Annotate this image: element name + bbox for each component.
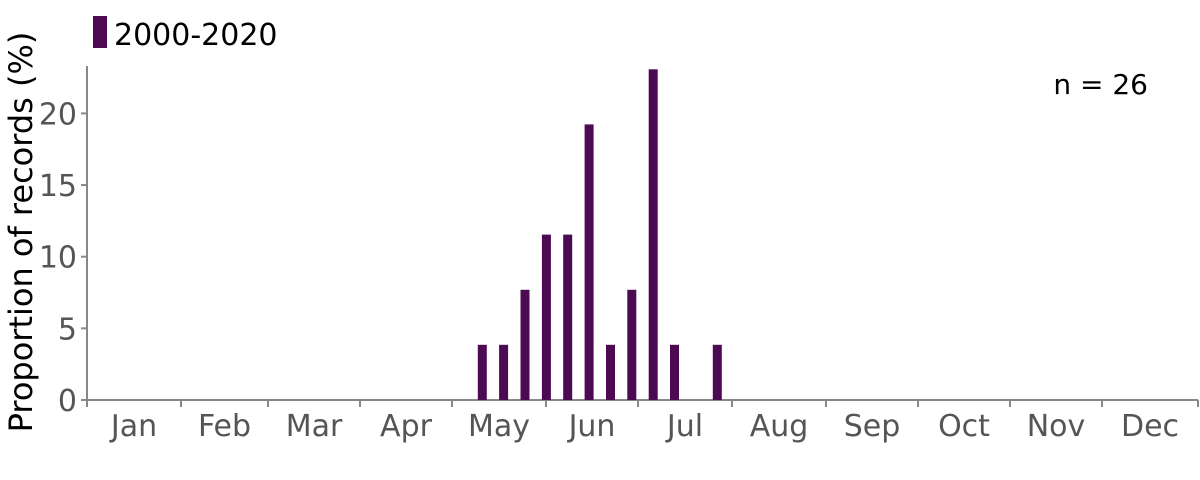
y-tick-label: 15 [39, 169, 77, 204]
legend-swatch [93, 16, 107, 48]
bar [477, 344, 487, 400]
x-tick-label: May [468, 409, 530, 444]
bar [606, 344, 615, 400]
x-tick-label: Feb [198, 409, 251, 444]
bar [712, 344, 722, 400]
bar [563, 234, 573, 400]
x-ticks: Jan Feb Mar Apr May Jun Jul Aug Sep Oct Nov Dec [86, 400, 1199, 444]
y-axis-label: Proportion of records (%) [2, 32, 40, 433]
bar [584, 124, 594, 401]
x-tick-label: Jan [109, 409, 157, 444]
y-ticks: 0 5 10 15 20 [39, 97, 87, 419]
bar [670, 344, 679, 400]
x-tick-label: Mar [286, 409, 343, 444]
bar [499, 344, 509, 400]
x-tick-label: Sep [844, 409, 901, 444]
x-tick-label: Aug [750, 409, 809, 444]
bar [541, 234, 551, 400]
y-tick-label: 10 [39, 241, 77, 276]
legend-label: 2000-2020 [114, 18, 278, 53]
bar [627, 289, 637, 400]
bar [520, 289, 530, 400]
bars [477, 69, 722, 401]
bar [648, 69, 658, 401]
x-tick-label: Nov [1027, 409, 1086, 444]
x-tick-label: Oct [938, 409, 990, 444]
y-tick-label: 0 [58, 384, 77, 419]
sample-size-annotation: n = 26 [1053, 68, 1148, 101]
x-tick-label: Apr [380, 409, 433, 444]
x-tick-label: Jul [665, 409, 703, 444]
y-tick-label: 20 [39, 97, 77, 132]
y-tick-label: 5 [58, 312, 77, 347]
x-tick-label: Jun [567, 409, 616, 444]
x-tick-label: Dec [1121, 409, 1179, 444]
